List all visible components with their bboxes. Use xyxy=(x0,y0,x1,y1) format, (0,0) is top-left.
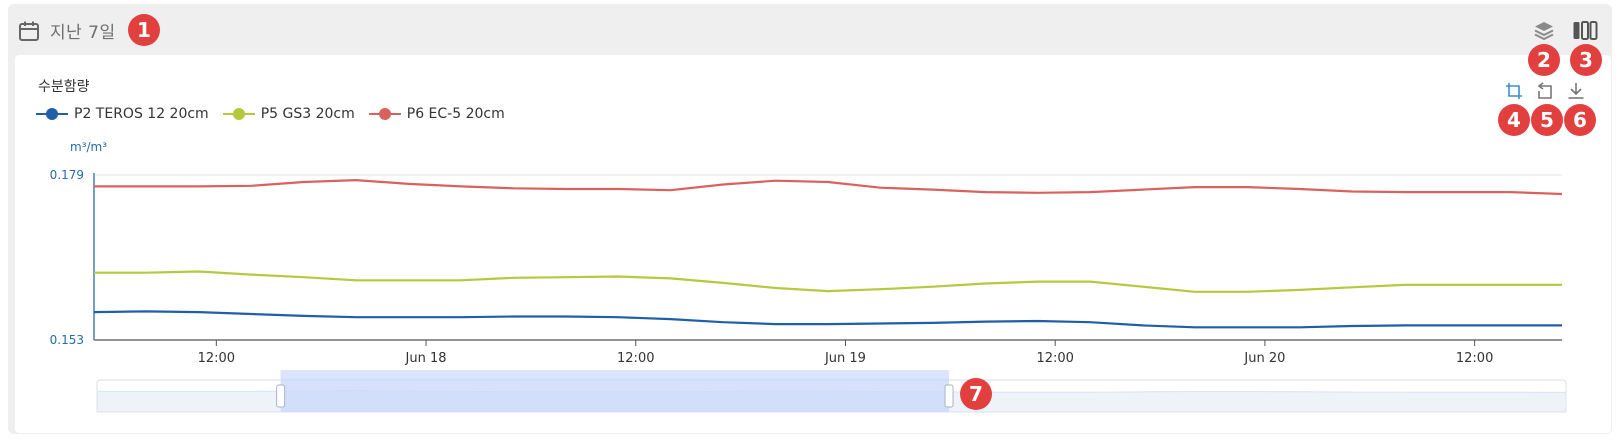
annotation-badge-3: 3 xyxy=(1570,44,1602,76)
series-line-2 xyxy=(94,179,1563,196)
zoom-select-icon[interactable] xyxy=(1505,82,1523,100)
calendar-icon xyxy=(19,21,39,41)
legend-item-p5[interactable]: P5 GS3 20cm xyxy=(222,106,355,122)
columns-icon[interactable] xyxy=(1572,20,1598,42)
date-range-label: 지난 7일 xyxy=(50,23,116,43)
series-line-1 xyxy=(94,270,1562,293)
legend-label-p5: P5 GS3 20cm xyxy=(260,106,355,122)
y-axis-unit: m³/m³ xyxy=(70,140,108,154)
annotation-badge-1: 1 xyxy=(128,14,160,46)
x-tick-label: 12:00 xyxy=(617,351,654,366)
x-tick-label: Jun 20 xyxy=(1243,351,1285,366)
legend-label-p2: P2 TEROS 12 20cm xyxy=(74,106,209,122)
date-range-selector[interactable]: 지난 7일 xyxy=(18,18,116,43)
x-tick-label: 12:00 xyxy=(198,351,235,366)
chart-legend: P2 TEROS 12 20cm P5 GS3 20cm P6 EC-5 20c… xyxy=(36,106,505,122)
download-icon[interactable] xyxy=(1567,82,1585,100)
layers-icon[interactable] xyxy=(1533,20,1555,42)
x-tick-label: Jun 19 xyxy=(824,351,866,366)
annotation-badge-7: 7 xyxy=(960,378,992,410)
x-tick-label: Jun 18 xyxy=(405,351,447,366)
chart-title: 수분함량 xyxy=(38,79,90,95)
y-tick-label: 0.153 xyxy=(50,333,84,347)
navigator-handle-right[interactable] xyxy=(944,384,954,408)
annotation-badge-5: 5 xyxy=(1531,104,1563,136)
navigator-selection-bar xyxy=(280,370,950,378)
y-tick-label: 0.179 xyxy=(50,168,84,182)
legend-item-p2[interactable]: P2 TEROS 12 20cm xyxy=(36,106,209,122)
annotation-badge-4: 4 xyxy=(1498,104,1530,136)
legend-swatch-p2 xyxy=(36,108,68,120)
navigator-handle-left[interactable] xyxy=(276,384,286,408)
annotation-badge-6: 6 xyxy=(1564,104,1596,136)
legend-swatch-p5 xyxy=(222,108,255,120)
x-tick-label: 12:00 xyxy=(1036,351,1073,366)
zoom-reset-icon[interactable] xyxy=(1536,82,1554,100)
series-line-0 xyxy=(93,310,1562,329)
legend-swatch-p6 xyxy=(368,108,401,120)
legend-item-p6[interactable]: P6 EC-5 20cm xyxy=(368,106,505,122)
annotation-badge-2: 2 xyxy=(1528,44,1560,76)
legend-label-p6: P6 EC-5 20cm xyxy=(406,106,505,122)
x-tick-label: 12:00 xyxy=(1456,351,1493,366)
